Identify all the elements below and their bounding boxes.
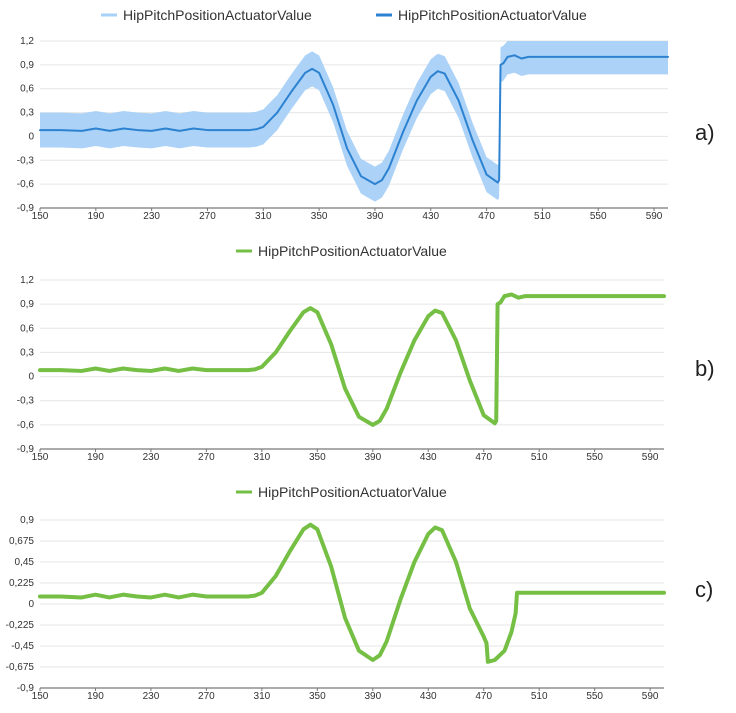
y-tick-label: 0,45 [15, 557, 35, 568]
y-tick-label: -0,3 [17, 396, 35, 407]
y-tick-label: -0,6 [17, 179, 35, 190]
x-tick-label: 390 [367, 211, 384, 222]
y-tick-label: 0,9 [20, 299, 34, 310]
x-tick-label: 550 [586, 452, 603, 463]
x-tick-label: 310 [254, 691, 271, 702]
y-tick-label: 0,6 [20, 323, 34, 334]
x-tick-label: 190 [87, 691, 104, 702]
x-tick-label: 430 [422, 211, 439, 222]
x-tick-label: 230 [143, 211, 160, 222]
legend-label: HipPitchPositionActuatorValue [123, 7, 312, 23]
y-tick-label: 0,6 [20, 84, 34, 95]
y-tick-label: -0,675 [6, 662, 35, 673]
x-tick-label: 270 [199, 211, 216, 222]
x-tick-label: 310 [255, 211, 272, 222]
x-tick-label: 590 [646, 211, 663, 222]
y-tick-label: 0,225 [9, 578, 34, 589]
y-tick-label: 0,3 [20, 108, 34, 119]
legend-label: HipPitchPositionActuatorValue [258, 243, 447, 259]
y-tick-label: -0,6 [17, 420, 35, 431]
x-tick-label: 510 [534, 211, 551, 222]
y-tick-label: 0,9 [20, 515, 34, 526]
y-tick-label: 0,675 [9, 536, 34, 547]
x-tick-label: 390 [364, 452, 381, 463]
x-tick-label: 550 [590, 211, 607, 222]
x-tick-label: 550 [586, 691, 603, 702]
x-tick-label: 390 [364, 691, 381, 702]
y-tick-label: -0,45 [11, 641, 34, 652]
panel-label: b) [695, 356, 715, 381]
y-tick-label: -0,9 [17, 203, 35, 214]
x-tick-label: 350 [309, 691, 326, 702]
panel-label: a) [695, 120, 715, 145]
series-line [38, 522, 666, 664]
x-tick-label: 150 [32, 691, 49, 702]
y-tick-label: 0 [28, 599, 34, 610]
x-tick-label: 470 [475, 691, 492, 702]
x-tick-label: 150 [32, 452, 49, 463]
x-tick-label: 470 [475, 452, 492, 463]
y-tick-label: 1,2 [20, 275, 34, 286]
y-tick-label: 0 [28, 131, 34, 142]
y-tick-label: 1,2 [20, 36, 34, 47]
legend-label: HipPitchPositionActuatorValue [398, 7, 587, 23]
y-tick-label: -0,9 [17, 444, 35, 455]
x-tick-label: 510 [531, 691, 548, 702]
legend-label: HipPitchPositionActuatorValue [258, 484, 447, 500]
x-tick-label: 350 [311, 211, 328, 222]
y-tick-label: -0,9 [17, 683, 35, 694]
x-tick-label: 310 [254, 452, 271, 463]
y-tick-label: 0,3 [20, 347, 34, 358]
y-tick-label: -0,3 [17, 155, 35, 166]
y-tick-label: 0 [28, 372, 34, 383]
series-line [39, 54, 669, 186]
x-tick-label: 150 [32, 211, 49, 222]
x-tick-label: 230 [143, 691, 160, 702]
x-tick-label: 350 [309, 452, 326, 463]
y-tick-label: 0,9 [20, 60, 34, 71]
x-tick-label: 430 [420, 691, 437, 702]
panel-label: c) [695, 577, 713, 602]
x-tick-label: 430 [420, 452, 437, 463]
x-tick-label: 470 [478, 211, 495, 222]
x-tick-label: 270 [198, 691, 215, 702]
x-tick-label: 230 [143, 452, 160, 463]
x-tick-label: 510 [531, 452, 548, 463]
series-line [38, 292, 666, 427]
x-tick-label: 590 [642, 691, 659, 702]
chart-panel-3: 0,90,6750,450,2250-0,225-0,45-0,675-0,91… [6, 484, 714, 702]
y-tick-label: -0,225 [6, 620, 35, 631]
x-tick-label: 190 [87, 452, 104, 463]
x-tick-label: 590 [642, 452, 659, 463]
x-tick-label: 270 [198, 452, 215, 463]
x-tick-label: 190 [87, 211, 104, 222]
